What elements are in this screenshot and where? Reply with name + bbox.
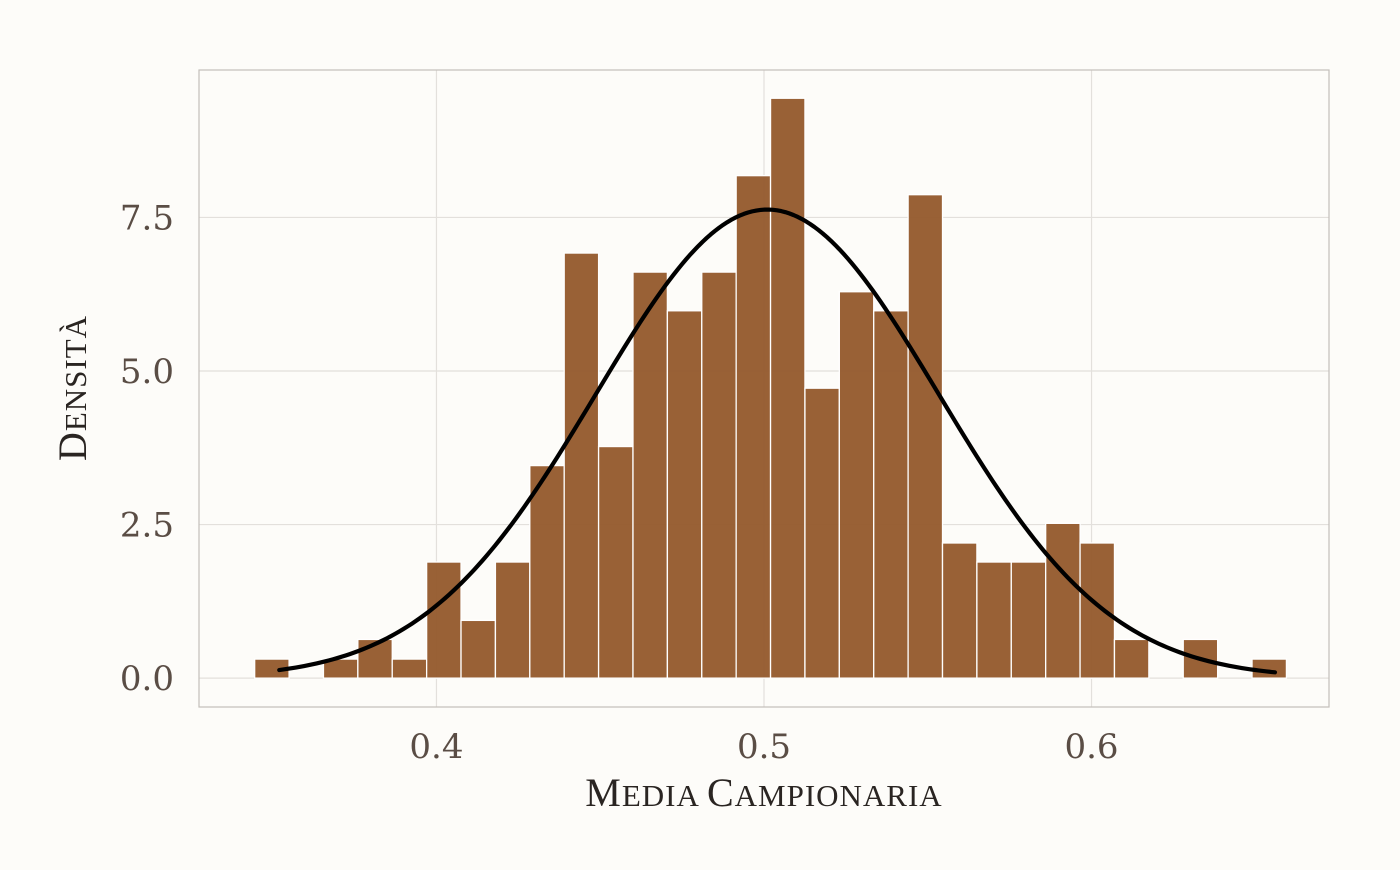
histogram-bar [460, 619, 497, 679]
histogram-bar [529, 464, 565, 679]
histogram-bar [838, 291, 875, 679]
histogram-bar [941, 542, 978, 679]
histogram-bar [425, 561, 462, 679]
y-tick-labels: 0.0 2.5 5.0 7.5 [120, 198, 174, 699]
normal-density-curve [277, 207, 1278, 675]
x-tick-label: 0.4 [409, 727, 463, 767]
y-tick-label: 7.5 [120, 198, 174, 238]
histogram-bar [735, 175, 772, 679]
y-tick-label: 0.0 [120, 659, 174, 699]
density-curve-layer [277, 207, 1278, 675]
x-tick-label: 0.6 [1064, 727, 1118, 767]
x-tick-label: 0.5 [737, 727, 791, 767]
histogram-bar [632, 271, 669, 679]
plot-panel-border [198, 69, 1330, 708]
y-axis-title: DENSITÀ [50, 315, 95, 461]
histogram-bar [873, 310, 909, 679]
histogram-bar [701, 271, 737, 679]
histogram-bar [391, 658, 428, 679]
histogram-bar [357, 638, 393, 679]
y-tick-label: 5.0 [120, 352, 174, 392]
histogram-bar [666, 310, 703, 679]
histogram-bar [804, 387, 840, 679]
histogram-bar [1045, 522, 1081, 679]
y-tick-label: 2.5 [120, 506, 174, 546]
histogram-bar [976, 561, 1012, 679]
histogram-bar [563, 252, 600, 679]
histogram-bar [907, 194, 944, 679]
histogram-bar [769, 97, 806, 679]
histogram-bar [1010, 561, 1047, 679]
histogram-bars [254, 97, 1288, 679]
histogram-bar [1113, 638, 1150, 679]
x-tick-labels: 0.4 0.5 0.6 [409, 727, 1118, 767]
histogram-bar [494, 561, 531, 679]
histogram-bar [597, 445, 634, 679]
x-axis-title: MEDIA CAMPIONARIA [585, 770, 942, 815]
histogram-bar [1079, 542, 1116, 679]
